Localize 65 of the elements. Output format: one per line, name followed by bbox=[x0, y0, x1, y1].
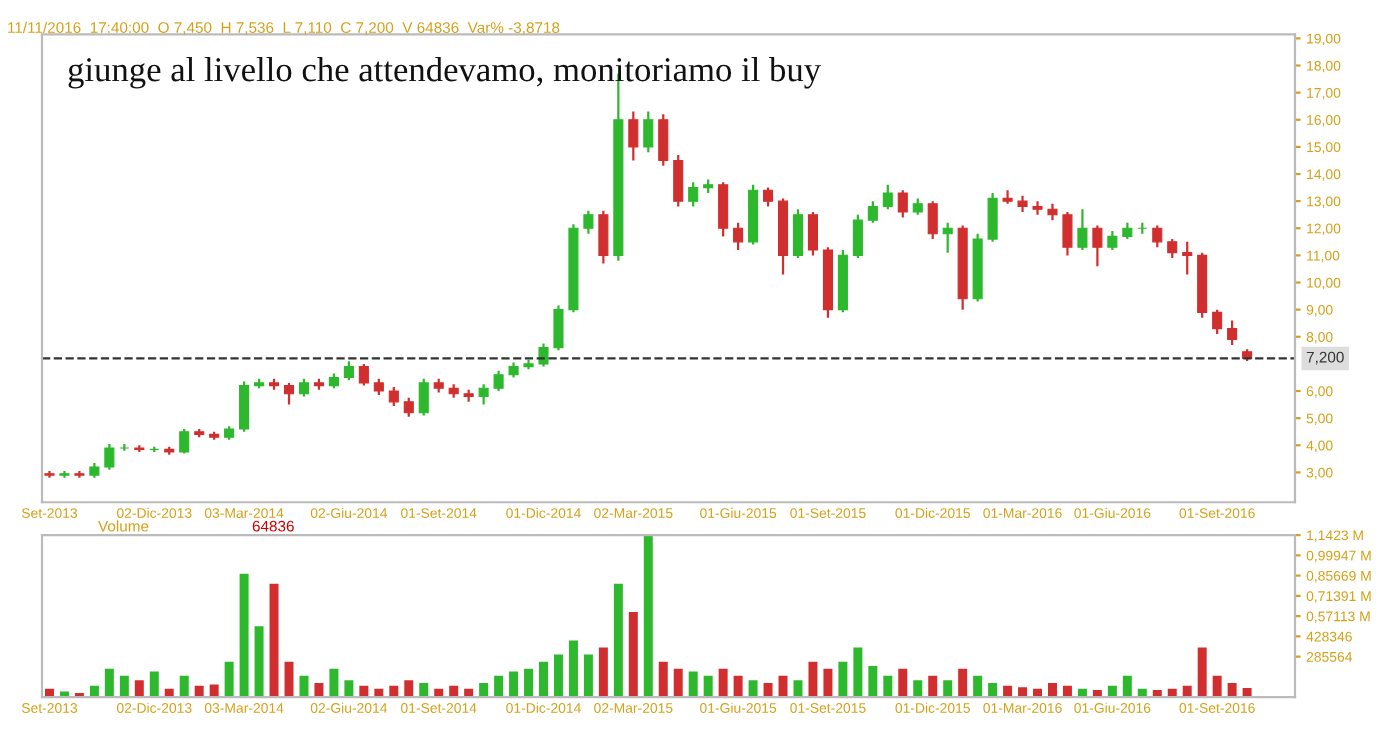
bar bbox=[179, 675, 189, 698]
bar bbox=[733, 675, 743, 698]
bar bbox=[1018, 687, 1028, 698]
bar bbox=[1227, 682, 1237, 698]
bar bbox=[583, 654, 593, 698]
bar bbox=[568, 640, 578, 698]
bar bbox=[479, 682, 489, 698]
candlestick bbox=[598, 209, 609, 265]
bar bbox=[119, 675, 129, 698]
bar bbox=[643, 535, 653, 698]
bar bbox=[553, 654, 563, 698]
candlestick bbox=[104, 442, 115, 471]
candlestick bbox=[134, 444, 145, 454]
candlestick bbox=[74, 469, 85, 479]
bar bbox=[763, 682, 773, 698]
bar bbox=[209, 684, 219, 698]
bar bbox=[913, 680, 923, 698]
candlestick bbox=[1107, 229, 1118, 252]
bar bbox=[149, 671, 159, 698]
bar bbox=[883, 675, 893, 698]
bar bbox=[778, 675, 788, 698]
bar bbox=[539, 661, 548, 698]
bar bbox=[329, 668, 339, 698]
bar bbox=[494, 675, 504, 698]
bar bbox=[1197, 647, 1207, 698]
bar bbox=[943, 680, 953, 698]
bar bbox=[748, 680, 758, 698]
candlestick bbox=[972, 232, 983, 303]
bar bbox=[254, 626, 264, 698]
candlestick bbox=[44, 469, 55, 479]
bar bbox=[419, 682, 429, 698]
bar bbox=[344, 680, 354, 698]
bar bbox=[658, 661, 668, 698]
bar bbox=[703, 675, 713, 698]
bar bbox=[823, 668, 833, 698]
bar bbox=[973, 675, 983, 698]
candlestick bbox=[59, 469, 70, 479]
bar bbox=[868, 665, 878, 698]
bar bbox=[928, 675, 938, 698]
bar bbox=[1122, 675, 1132, 698]
bar bbox=[718, 668, 728, 698]
bar bbox=[1047, 682, 1057, 698]
bar bbox=[524, 668, 534, 698]
bar bbox=[1212, 675, 1222, 698]
bar bbox=[269, 583, 279, 698]
bar bbox=[988, 682, 998, 698]
bar bbox=[673, 668, 683, 698]
bar bbox=[613, 583, 623, 698]
bar bbox=[838, 661, 848, 698]
bar bbox=[314, 682, 324, 698]
bar bbox=[299, 675, 309, 698]
bar bbox=[134, 680, 144, 698]
bar bbox=[958, 668, 968, 698]
bar bbox=[404, 680, 414, 698]
bar bbox=[853, 647, 863, 698]
bar bbox=[898, 668, 908, 698]
bar bbox=[509, 671, 519, 698]
annotation: giunge al livello che attendevamo, monitoriamo il buy bbox=[68, 57, 821, 89]
bar bbox=[688, 671, 698, 698]
bar bbox=[239, 573, 249, 698]
bar bbox=[598, 647, 608, 698]
bar bbox=[808, 661, 818, 698]
bar bbox=[224, 661, 234, 698]
bar bbox=[628, 612, 638, 698]
bar bbox=[104, 668, 114, 698]
